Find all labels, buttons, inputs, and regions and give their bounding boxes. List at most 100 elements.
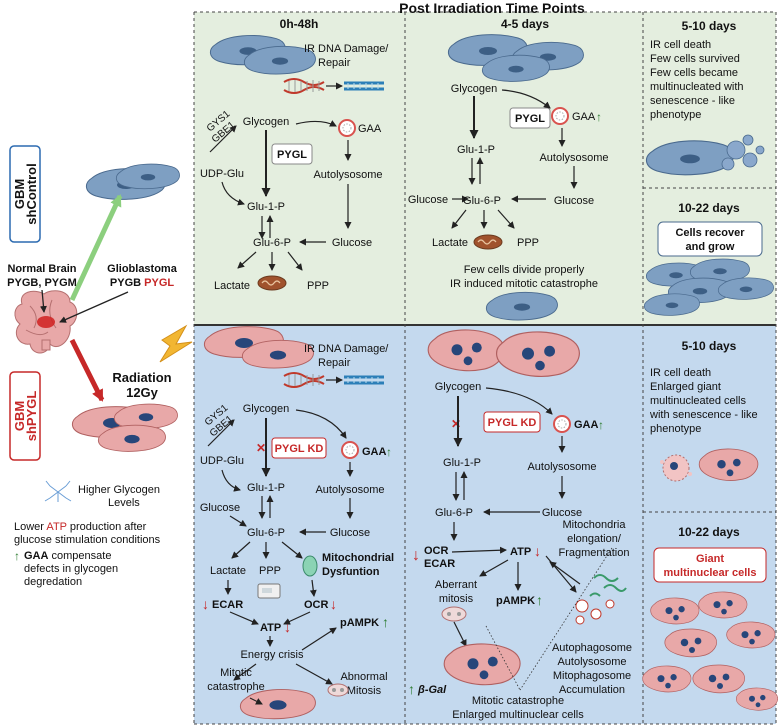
knockdown-label-2: shPYGL xyxy=(24,391,39,442)
k2-mito-network-icon xyxy=(589,574,627,597)
c1-glu1p: Glu-1-P xyxy=(247,201,285,213)
k1-glucose-left: Glucose xyxy=(200,502,240,514)
c2-glucose-left: Glucose xyxy=(408,194,448,206)
c2-title: 4-5 days xyxy=(501,17,549,31)
panel-borders xyxy=(193,11,777,725)
glycogen-note-2: Levels xyxy=(108,497,140,509)
c1-udp: UDP-Glu xyxy=(200,168,244,180)
k2-mitosis-icon xyxy=(441,606,467,622)
gaa-note-1: GAA compensate xyxy=(24,550,111,562)
c3-line-6: phenotype xyxy=(650,109,701,121)
c1-ppp: PPP xyxy=(307,280,329,292)
c2-note-2: IR induced mitotic catastrophe xyxy=(450,278,598,290)
k4-title: 10-22 days xyxy=(678,525,740,539)
k2-mc: Mitotic catastrophe xyxy=(472,695,564,707)
k1-glu6p: Glu-6-P xyxy=(247,527,285,539)
c2-glu1p: Glu-1-P xyxy=(457,144,495,156)
k2-aberrant-2: mitosis xyxy=(439,593,474,605)
k2-autolysosome: Autolysosome xyxy=(527,461,596,473)
c1-glucose: Glucose xyxy=(332,237,372,249)
atp-note-1: Lower ATP production after xyxy=(14,521,147,533)
arrow-to-knockdown xyxy=(69,338,105,402)
c4-title: 10-22 days xyxy=(678,201,740,215)
k4-box-2: multinuclear cells xyxy=(664,567,757,579)
gbm-label-2: PYGB PYGL xyxy=(110,277,174,289)
gaa-note-2: defects in glycogen xyxy=(24,563,118,575)
knockdown-label-1: GBM xyxy=(12,401,27,431)
up-arrow-icon: ↑ xyxy=(14,549,20,563)
k2-glycogen: Glycogen xyxy=(435,381,481,393)
k1-pampk: pAMPK xyxy=(340,617,379,629)
normal-brain-1: Normal Brain xyxy=(7,263,76,275)
k1-autolysosome: Autolysosome xyxy=(315,484,384,496)
gaa-note-3: degredation xyxy=(24,576,82,588)
c3-line-3: Few cells became xyxy=(650,67,738,79)
c3-title: 5-10 days xyxy=(682,19,737,33)
radiation-label: Radiation xyxy=(112,370,171,385)
k1-ocr-down: ↓ xyxy=(330,596,337,612)
k1-pampk-up: ↑ xyxy=(382,614,389,630)
c2-lactate: Lactate xyxy=(432,237,468,249)
knockdown-label-box xyxy=(9,371,41,461)
c1-lactate: Lactate xyxy=(214,280,250,292)
c1-gaa: GAA xyxy=(358,123,382,135)
c2-note-1: Few cells divide properly xyxy=(464,264,585,276)
k2-gaa-up: ↑ xyxy=(598,418,604,432)
k1-mito-icon xyxy=(302,555,318,577)
k1-mito-2: Dysfuntion xyxy=(322,566,380,578)
k2-ocr: OCR xyxy=(424,545,449,557)
k2-gaa: GAA xyxy=(574,419,599,431)
brain-icon xyxy=(14,290,78,354)
k2-glu1p: Glu-1-P xyxy=(443,457,481,469)
k1-lactate: Lactate xyxy=(210,565,246,577)
c1-pygl-box xyxy=(271,143,313,165)
control-label-1: GBM xyxy=(12,179,27,209)
k2-auto-4: Accumulation xyxy=(559,684,625,696)
k1-gaa: GAA xyxy=(362,446,387,458)
c1-ir-2: Repair xyxy=(318,57,351,69)
arrow-to-control xyxy=(69,194,123,302)
atp-note-2: glucose stimulation conditions xyxy=(14,534,161,546)
c2-glu6p: Glu-6-P xyxy=(463,195,501,207)
c1-title: 0h-48h xyxy=(280,17,319,31)
lightning-icon xyxy=(159,324,193,363)
k1-glycogen: Glycogen xyxy=(243,403,289,415)
k1-mito-1: Mitochondrial xyxy=(322,552,394,564)
c2-pygl-box xyxy=(509,107,551,129)
c1-glu6p: Glu-6-P xyxy=(253,237,291,249)
k2-auto-1: Autophagosome xyxy=(552,642,632,654)
k1-atp: ATP xyxy=(260,622,281,634)
k2-pygl: PYGL KD xyxy=(488,417,537,429)
k1-pygl: PYGL KD xyxy=(275,443,324,455)
k2-emc: Enlarged multinuclear cells xyxy=(452,709,584,721)
k2-giant-cell xyxy=(443,643,521,686)
c1-autolysosome: Autolysosome xyxy=(313,169,382,181)
header-title: Post Irradiation Time Points xyxy=(399,0,585,16)
k1-ppp: PPP xyxy=(259,565,281,577)
k1-glucose-right: Glucose xyxy=(330,527,370,539)
k1-crisis: Energy crisis xyxy=(241,649,304,661)
k1-ecar-down: ↓ xyxy=(202,596,209,612)
c1-mito-icon xyxy=(257,275,287,291)
k2-ocr-down: ↓ xyxy=(412,547,420,564)
k2-bgal: β-Gal xyxy=(417,684,447,696)
k1-block-icon: ✕ xyxy=(256,441,266,455)
c3-line-5: senescence - like xyxy=(650,95,735,107)
k2-autophagosome-icon xyxy=(575,599,615,625)
c1-ir-1: IR DNA Damage/ xyxy=(304,43,389,55)
c1-pygl: PYGL xyxy=(277,149,307,161)
k1-ecar: ECAR xyxy=(212,599,243,611)
k3-line-1: IR cell death xyxy=(650,367,711,379)
k2-bgal-up: ↑ xyxy=(408,681,415,697)
glycogen-note-1: Higher Glycogen xyxy=(78,484,160,496)
k1-glu1p: Glu-1-P xyxy=(247,482,285,494)
k1-am-1: Abnormal xyxy=(340,671,387,683)
k2-glucose: Glucose xyxy=(542,507,582,519)
c2-autolysosome: Autolysosome xyxy=(539,152,608,164)
c2-gaa-up: ↑ xyxy=(596,110,602,124)
c3-line-2: Few cells survived xyxy=(650,53,740,65)
k1-mc-2: catastrophe xyxy=(207,681,264,693)
k1-udp: UDP-Glu xyxy=(200,455,244,467)
k4-box xyxy=(653,547,767,583)
